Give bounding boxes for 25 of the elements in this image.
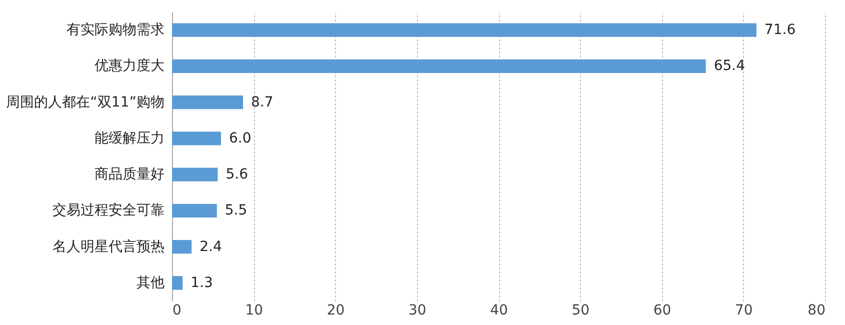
y-tick-label: 能缓解压力: [94, 130, 164, 146]
x-tick-label: 10: [245, 302, 264, 318]
y-tick-label: 周围的人都在“双11”购物: [6, 94, 164, 110]
x-tick-label: 80: [808, 302, 826, 318]
y-tick-label: 其他: [136, 274, 164, 291]
y-tick-label: 商品质量好: [94, 166, 164, 183]
x-tick-label: 40: [490, 302, 508, 318]
x-tick-label: 70: [734, 302, 753, 318]
x-tick-label: 20: [326, 302, 345, 318]
data-label: 65.4: [714, 58, 746, 74]
y-tick-label: 名人明星代言预热: [52, 238, 164, 255]
data-label: 1.3: [190, 274, 213, 291]
data-label: 8.7: [251, 94, 274, 110]
y-tick-label: 有实际购物需求: [66, 22, 164, 38]
data-label: 6.0: [228, 130, 252, 146]
x-tick-label: 60: [653, 302, 672, 318]
data-label: 71.6: [764, 22, 796, 38]
y-tick-label: 优惠力度大: [94, 58, 164, 74]
y-tick-label: 交易过程安全可靠: [52, 202, 164, 219]
x-tick-label: 50: [572, 302, 590, 318]
data-label: 2.4: [200, 238, 222, 255]
x-tick-label: 0: [172, 302, 182, 318]
x-tick-label: 30: [408, 302, 426, 318]
data-label: 5.5: [224, 202, 248, 219]
data-label: 5.6: [226, 166, 248, 183]
